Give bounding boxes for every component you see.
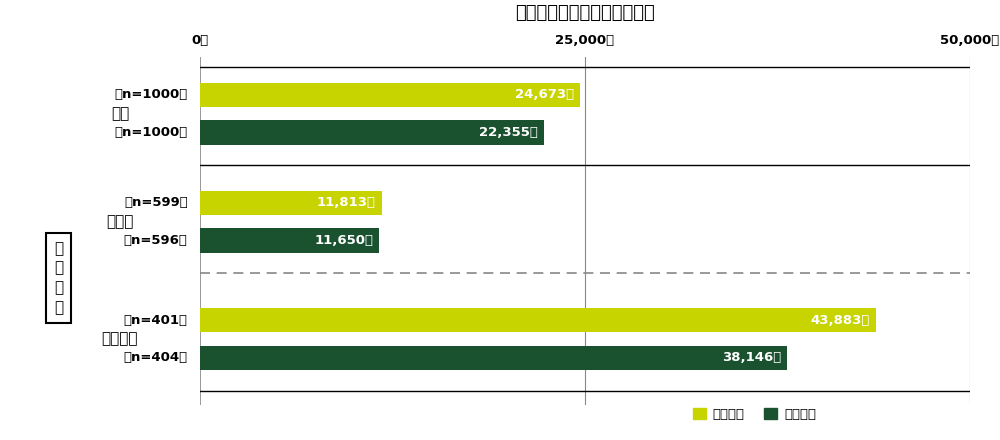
Text: 大学生等: 大学生等 (102, 331, 138, 347)
Title: ひと月あたりの収入額の平均: ひと月あたりの収入額の平均 (515, 4, 655, 22)
Text: 22,355円: 22,355円 (479, 126, 538, 139)
Text: 11,650円: 11,650円 (314, 234, 373, 247)
Text: 24,673円: 24,673円 (515, 88, 574, 101)
Text: 43,883円: 43,883円 (810, 314, 870, 327)
Text: 『n=596』: 『n=596』 (124, 234, 188, 247)
Text: 『n=1000』: 『n=1000』 (114, 126, 188, 139)
Text: 38,146円: 38,146円 (722, 351, 781, 364)
Bar (200, 345, 787, 370)
Bar (200, 191, 382, 215)
Bar (200, 120, 544, 145)
Text: 『n=401』: 『n=401』 (124, 314, 188, 327)
Text: 学
生
区
分: 学 生 区 分 (54, 241, 63, 315)
Bar (200, 228, 379, 253)
Text: 全体: 全体 (111, 106, 129, 121)
Text: 高校生: 高校生 (106, 214, 134, 229)
Bar (200, 83, 580, 107)
Text: 『n=599』: 『n=599』 (124, 196, 188, 209)
Text: 11,813円: 11,813円 (317, 196, 376, 209)
Legend: 前回調査, 今回調査: 前回調査, 今回調査 (687, 403, 821, 426)
Text: 『n=1000』: 『n=1000』 (114, 88, 188, 101)
Text: 『n=404』: 『n=404』 (124, 351, 188, 364)
Bar (200, 308, 876, 333)
